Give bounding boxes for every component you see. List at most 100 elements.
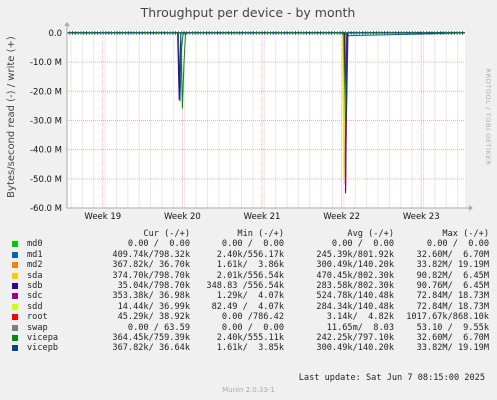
legend-header-row: Cur (-/+) Min (-/+) Avg (-/+) Max (-/+) — [12, 229, 489, 239]
legend-cur: 364.45k/759.39k — [112, 332, 190, 343]
y-tick-label: -60.0 M — [30, 204, 62, 214]
legend-max: 32.60M/ 6.70M — [416, 332, 489, 343]
y-tick-label: -50.0 M — [30, 175, 62, 185]
x-axis-arrow — [469, 205, 473, 211]
legend-name: sdb — [27, 280, 43, 291]
y-tick-label: -20.0 M — [30, 87, 62, 97]
legend-row-sda: sda 374.70k/798.70k 2.01k/556.54k 470.45k/8… — [12, 271, 489, 281]
legend-avg: 11.65m/ 8.03 — [326, 322, 394, 333]
legend-row-root: root 45.29k/ 38.92k 0.00 /786.42 3.14k/ 4.8… — [12, 312, 489, 322]
legend-name: sdc — [27, 291, 43, 302]
legend-avg: 284.34k/140.48k — [316, 301, 394, 312]
munin-version-text: Munin 2.0.33-1 — [222, 386, 275, 394]
x-tick-label: Week 20 — [164, 212, 201, 222]
legend-name: vicepa — [27, 332, 59, 343]
legend-swatch — [12, 345, 18, 352]
legend-name: md1 — [27, 249, 43, 260]
legend-swatch — [12, 324, 18, 331]
legend-min: 2.40k/555.11k — [216, 332, 284, 343]
legend-max: 32.60M/ 6.70M — [416, 249, 489, 260]
legend-max: 33.82M/ 19.19M — [416, 343, 489, 354]
y-tick-label: -30.0 M — [30, 116, 62, 126]
legend-name: swap — [27, 322, 48, 333]
legend-swatch — [12, 241, 18, 248]
legend-min: 0.00 / 0.00 — [221, 239, 284, 250]
legend-table: Cur (-/+) Min (-/+) Avg (-/+) Max (-/+) … — [12, 229, 489, 354]
legend-cur: 35.04k/798.70k — [117, 280, 190, 291]
y-axis-arrow — [64, 22, 70, 26]
legend-cur: 367.82k/ 36.70k — [112, 260, 190, 271]
legend-cur: 0.00 / 63.59 — [127, 322, 190, 333]
legend-min: 348.83 /556.54k — [206, 280, 284, 291]
axis-layer — [64, 22, 473, 211]
legend-row-sdd: sdd 14.44k/ 36.99k 82.49 / 4.07k 284.34k/14… — [12, 302, 489, 312]
legend-avg: 300.49k/140.20k — [316, 343, 394, 354]
x-tick-label: Week 21 — [244, 212, 281, 222]
legend-avg: 0.00 / 0.00 — [331, 239, 394, 250]
chart-title: Throughput per device - by month — [140, 5, 356, 20]
legend-avg: 524.78k/140.48k — [316, 291, 394, 302]
legend-max: 90.76M/ 6.45M — [416, 280, 489, 291]
legend-min: 2.40k/556.17k — [216, 249, 284, 260]
legend-cur: 374.70k/798.70k — [112, 270, 190, 281]
legend-cur: 409.74k/798.32k — [112, 249, 190, 260]
legend-avg: 242.25k/797.10k — [316, 332, 394, 343]
legend-row-sdb: sdb 35.04k/798.70k 348.83 /556.54k 283.58k/… — [12, 281, 489, 291]
legend-cur: 14.44k/ 36.99k — [117, 301, 190, 312]
legend-swatch — [12, 251, 18, 258]
legend-swatch — [12, 282, 18, 289]
y-axis-label: Bytes/second read (-) / write (+) — [6, 36, 17, 198]
legend-avg: 300.49k/140.20k — [316, 260, 394, 271]
legend-max: 1017.67k/868.10k — [406, 312, 489, 323]
legend-min: 0.00 / 0.00 — [221, 322, 284, 333]
legend-min: 2.01k/556.54k — [216, 270, 284, 281]
legend-row-vicepa: vicepa 364.45k/759.39k 2.40k/555.11k 242.25… — [12, 333, 489, 343]
y-tick-label: -10.0 M — [30, 58, 62, 68]
legend-avg: 283.58k/802.30k — [316, 280, 394, 291]
legend-body: md0 0.00 / 0.00 0.00 / 0.00 0.00 / 0.00 0.00… — [12, 239, 489, 353]
legend-min: 0.00 /786.42 — [221, 312, 284, 323]
legend-min: 1.61k/ 3.86k — [216, 260, 284, 271]
legend-avg: 470.45k/802.30k — [316, 270, 394, 281]
legend-name: md0 — [27, 239, 43, 250]
x-tick-label: Week 19 — [84, 212, 121, 222]
legend-max: 53.10 / 9.55k — [416, 322, 489, 333]
series-layer — [66, 30, 466, 194]
rrdtool-watermark: RRDTOOL / TOBI OETIKER — [484, 69, 492, 166]
y-tick-label: 0.0 — [48, 29, 62, 39]
legend-header-avg: Avg (-/+) — [347, 229, 394, 239]
legend-swatch — [12, 272, 18, 279]
legend-name: sdd — [27, 301, 43, 312]
legend-row-md1: md1 409.74k/798.32k 2.40k/556.17k 245.39k/8… — [12, 250, 489, 260]
plot-area — [67, 30, 465, 208]
legend-header-min: Min (-/+) — [237, 229, 284, 239]
legend-row-swap: swap 0.00 / 63.59 0.00 / 0.00 11.65m/ 8.03 5… — [12, 323, 489, 333]
legend-avg: 3.14k/ 4.82k — [326, 312, 394, 323]
legend-max: 0.00 / 0.00 — [426, 239, 489, 250]
legend-name: sda — [27, 270, 43, 281]
legend-name: md2 — [27, 260, 43, 271]
legend-cur: 353.38k/ 36.98k — [112, 291, 190, 302]
legend-name: root — [27, 312, 48, 323]
last-update-text: Last update: Sat Jun 7 08:15:00 2025 — [298, 373, 485, 383]
legend-min: 82.49 / 4.07k — [211, 301, 284, 312]
y-tick-label: -40.0 M — [30, 146, 62, 156]
legend-max: 72.84M/ 18.73M — [416, 301, 489, 312]
legend-swatch — [12, 314, 18, 321]
legend-cur: 45.29k/ 38.92k — [117, 312, 190, 323]
legend-swatch — [12, 334, 18, 341]
legend-max: 72.84M/ 18.73M — [416, 291, 489, 302]
legend-swatch — [12, 293, 18, 300]
legend-row-sdc: sdc 353.38k/ 36.98k 1.29k/ 4.07k 524.78k/14… — [12, 291, 489, 301]
legend-header-max: Max (-/+) — [442, 229, 489, 239]
legend-swatch — [12, 262, 18, 269]
legend-cur: 367.82k/ 36.64k — [112, 343, 190, 354]
legend-header-cur: Cur (-/+) — [143, 229, 190, 239]
legend-swatch — [12, 303, 18, 310]
legend-row-md2: md2 367.82k/ 36.70k 1.61k/ 3.86k 300.49k/14… — [12, 260, 489, 270]
legend-row-vicepb: vicepb 367.82k/ 36.64k 1.61k/ 3.85k 300.49k… — [12, 343, 489, 353]
legend-max: 33.82M/ 19.19M — [416, 260, 489, 271]
legend-row-md0: md0 0.00 / 0.00 0.00 / 0.00 0.00 / 0.00 0.00… — [12, 239, 489, 249]
legend-min: 1.29k/ 4.07k — [216, 291, 284, 302]
legend-cur: 0.00 / 0.00 — [127, 239, 190, 250]
